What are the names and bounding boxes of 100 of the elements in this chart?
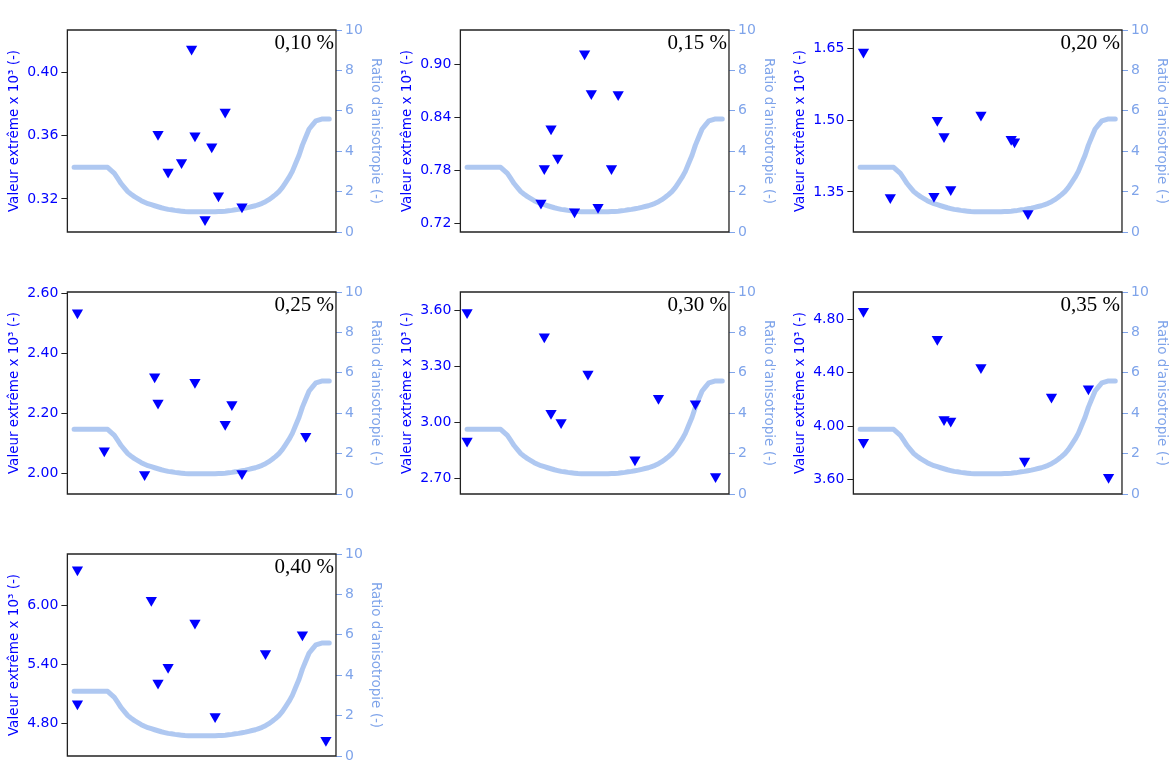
y-tick-label: 0.78 <box>420 160 452 177</box>
y2-tick-label: 2 <box>737 182 747 199</box>
y2-tick-label: 10 <box>737 20 756 37</box>
y2-tick-label: 10 <box>344 544 363 561</box>
y-tick-label: 4.80 <box>813 309 845 326</box>
y-tick-label: 0.90 <box>420 55 452 72</box>
y-tick-label: 4.40 <box>813 363 845 380</box>
y2-axis-title: Ratio d'anisotropie (-) <box>1155 319 1169 467</box>
point <box>689 400 702 411</box>
y-tick-label: 2.60 <box>27 284 59 301</box>
y2-tick-label: 6 <box>1130 101 1140 118</box>
y2-tick-label: 8 <box>737 323 747 340</box>
point <box>545 409 557 420</box>
point <box>652 394 665 405</box>
y2-axis-title: Ratio d'anisotropie (-) <box>369 57 386 205</box>
y2-tick-label: 8 <box>344 323 354 340</box>
y2-tick-label: 4 <box>1130 141 1140 158</box>
y2-axis-title: Ratio d'anisotropie (-) <box>369 319 386 467</box>
y2-tick-label: 2 <box>737 444 747 461</box>
chart-title: 0,20 % <box>1060 30 1120 55</box>
point <box>1018 457 1031 468</box>
y-axis-title: Valeur extrême x 10³ (-) <box>4 49 21 213</box>
y2-tick-label: 6 <box>344 363 354 380</box>
point <box>538 333 550 344</box>
y-tick-label: 5.40 <box>27 655 59 671</box>
y2-tick-label: 10 <box>1130 282 1149 299</box>
point <box>928 192 940 203</box>
y-tick-label: 6.00 <box>27 595 59 612</box>
point <box>1102 473 1115 484</box>
point <box>552 154 564 165</box>
point <box>568 208 581 219</box>
y2-tick-label: 0 <box>1130 222 1140 239</box>
y2-tick-label: 0 <box>737 484 747 501</box>
point <box>975 364 987 374</box>
y-tick-label: 3.60 <box>813 470 845 487</box>
point <box>236 470 248 481</box>
y2-tick-label: 6 <box>1130 363 1140 380</box>
y2-tick-label: 6 <box>344 101 354 118</box>
point <box>145 597 157 607</box>
point <box>1082 385 1095 396</box>
y-tick-label: 3.00 <box>420 413 452 430</box>
point <box>535 199 547 210</box>
point <box>320 736 332 747</box>
point <box>219 108 231 119</box>
point <box>884 194 896 205</box>
point <box>199 216 211 226</box>
y-tick-label: 2.70 <box>420 468 452 485</box>
y2-tick-label: 10 <box>344 20 363 37</box>
y2-tick-label: 4 <box>344 403 354 420</box>
point <box>857 308 870 318</box>
point <box>592 204 604 214</box>
y2-tick-label: 4 <box>344 141 354 158</box>
y-tick-label: 0.84 <box>420 107 452 124</box>
y2-tick-label: 0 <box>344 746 354 763</box>
y-axis-title: Valeur extrême x 10³ (-) <box>4 573 21 737</box>
y-tick-label: 0.32 <box>27 189 59 206</box>
y2-tick-label: 2 <box>344 182 354 199</box>
point <box>152 679 164 690</box>
chart-title: 0,15 % <box>667 30 727 55</box>
point <box>162 168 174 179</box>
point <box>975 111 987 122</box>
point <box>71 309 84 320</box>
y-axis-title: Valeur extrême x 10³ (-) <box>397 49 414 213</box>
y2-tick-label: 4 <box>1130 403 1140 420</box>
point <box>605 165 618 175</box>
point <box>555 419 567 429</box>
y2-tick-label: 4 <box>344 665 354 682</box>
y2-tick-label: 10 <box>1130 20 1149 37</box>
y-tick-label: 0.36 <box>27 126 59 143</box>
point <box>185 45 198 56</box>
y2-tick-label: 4 <box>737 141 747 158</box>
chart-title: 0,30 % <box>667 292 727 317</box>
point <box>162 664 174 674</box>
y2-tick-label: 0 <box>344 222 354 239</box>
point <box>612 91 624 101</box>
y2-tick-label: 4 <box>737 403 747 420</box>
y2-tick-label: 2 <box>344 706 354 723</box>
y-axis-title: Valeur extrême x 10³ (-) <box>790 49 807 213</box>
point <box>1045 393 1058 404</box>
point <box>578 50 591 61</box>
y-tick-label: 2.20 <box>27 404 59 421</box>
y-tick-label: 2.00 <box>27 464 59 481</box>
y2-tick-label: 8 <box>1130 323 1140 340</box>
point <box>585 90 597 101</box>
point <box>189 619 201 630</box>
y2-tick-label: 8 <box>344 61 354 78</box>
point <box>226 401 238 411</box>
point <box>582 370 594 381</box>
point <box>149 373 161 384</box>
y2-tick-label: 2 <box>344 444 354 461</box>
point <box>857 439 870 449</box>
point <box>152 399 164 410</box>
y-axis-title: Valeur extrême x 10³ (-) <box>397 311 414 475</box>
chart-title: 0,40 % <box>274 554 334 579</box>
point <box>629 456 641 467</box>
y2-axis-title: Ratio d'anisotropie (-) <box>762 57 779 205</box>
point <box>938 133 950 143</box>
chart-title: 0,25 % <box>274 292 334 317</box>
y-tick-label: 4.80 <box>27 714 59 731</box>
y-tick-label: 3.60 <box>420 301 452 318</box>
